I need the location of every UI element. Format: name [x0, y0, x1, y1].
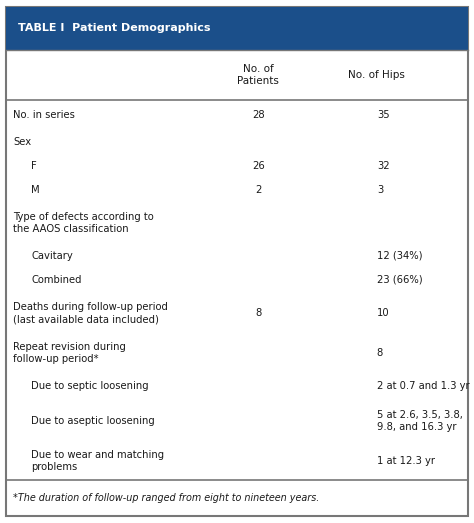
Text: 1 at 12.3 yr: 1 at 12.3 yr	[377, 456, 435, 466]
Text: Due to wear and matching
problems: Due to wear and matching problems	[31, 450, 164, 472]
Text: 10: 10	[377, 308, 390, 318]
Text: Sex: Sex	[13, 137, 31, 147]
Text: 28: 28	[252, 110, 264, 120]
Text: F: F	[31, 161, 37, 171]
Text: 3: 3	[377, 185, 383, 195]
Text: Cavitary: Cavitary	[31, 251, 73, 261]
Text: 8: 8	[377, 348, 383, 358]
Text: Repeat revision during
follow-up period*: Repeat revision during follow-up period*	[13, 342, 126, 364]
Text: Due to aseptic loosening: Due to aseptic loosening	[31, 416, 155, 426]
Text: 12 (34%): 12 (34%)	[377, 251, 422, 261]
Text: Combined: Combined	[31, 275, 82, 285]
Text: 2 at 0.7 and 1.3 yr: 2 at 0.7 and 1.3 yr	[377, 381, 469, 391]
Text: 2: 2	[255, 185, 262, 195]
Text: *The duration of follow-up ranged from eight to nineteen years.: *The duration of follow-up ranged from e…	[13, 493, 319, 503]
Text: M: M	[31, 185, 40, 195]
Text: Deaths during follow-up period
(last available data included): Deaths during follow-up period (last ava…	[13, 302, 168, 324]
Text: No. of
Patients: No. of Patients	[237, 64, 279, 86]
Text: 32: 32	[377, 161, 390, 171]
Bar	[6, 7, 468, 50]
Text: 26: 26	[252, 161, 264, 171]
Text: No. in series: No. in series	[13, 110, 75, 120]
Text: 23 (66%): 23 (66%)	[377, 275, 422, 285]
Text: No. of Hips: No. of Hips	[348, 70, 405, 80]
Text: 8: 8	[255, 308, 262, 318]
Text: Type of defects according to
the AAOS classification: Type of defects according to the AAOS cl…	[13, 212, 154, 234]
Text: TABLE I  Patient Demographics: TABLE I Patient Demographics	[18, 24, 210, 33]
Text: 5 at 2.6, 3.5, 3.8,
9.8, and 16.3 yr: 5 at 2.6, 3.5, 3.8, 9.8, and 16.3 yr	[377, 410, 463, 432]
Text: 35: 35	[377, 110, 390, 120]
Text: Due to septic loosening: Due to septic loosening	[31, 381, 149, 391]
